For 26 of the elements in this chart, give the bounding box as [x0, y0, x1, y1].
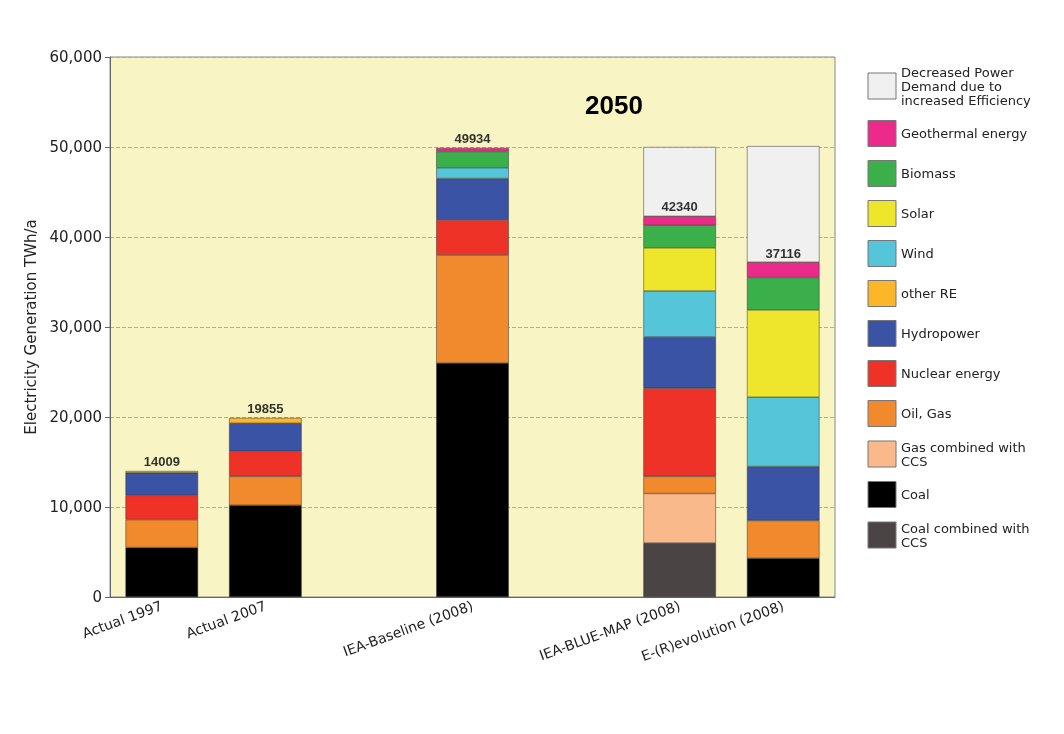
- legend-label: Decreased Power Demand due to increased Efficiency: [901, 64, 1032, 108]
- y-tick-label: 40,000: [49, 228, 102, 246]
- y-tick-label: 50,000: [49, 138, 102, 156]
- legend-label: Coal combined with CCS: [901, 520, 1034, 550]
- y-tick-label: 10,000: [49, 498, 102, 516]
- legend-label: Hydropower: [901, 326, 981, 341]
- y-tick-label: 30,000: [49, 318, 102, 336]
- legend-label: Solar: [901, 206, 935, 221]
- annotation: 42340: [661, 198, 698, 214]
- annotation: 14009: [143, 453, 180, 469]
- legend-label: Coal: [901, 487, 930, 502]
- annotation: 49934: [454, 130, 492, 146]
- annotation: 37116: [765, 245, 801, 261]
- legend-label: other RE: [901, 286, 958, 301]
- legend-label: Biomass: [901, 166, 956, 181]
- legend-label: Oil, Gas: [901, 406, 952, 421]
- y-axis-title: Electricity Generation TWh/a: [22, 219, 41, 435]
- legend-label: Geothermal energy: [901, 126, 1028, 141]
- legend-label: Gas combined with CCS: [901, 439, 1030, 469]
- y-tick-label: 20,000: [49, 408, 102, 426]
- y-tick-label: 0: [92, 588, 102, 606]
- legend-label: Nuclear energy: [901, 366, 1001, 381]
- y-tick-label: 60,000: [49, 48, 102, 66]
- legend-label: Wind: [901, 246, 934, 261]
- annotation: 19855: [247, 401, 284, 417]
- annotation: 2050: [585, 90, 643, 120]
